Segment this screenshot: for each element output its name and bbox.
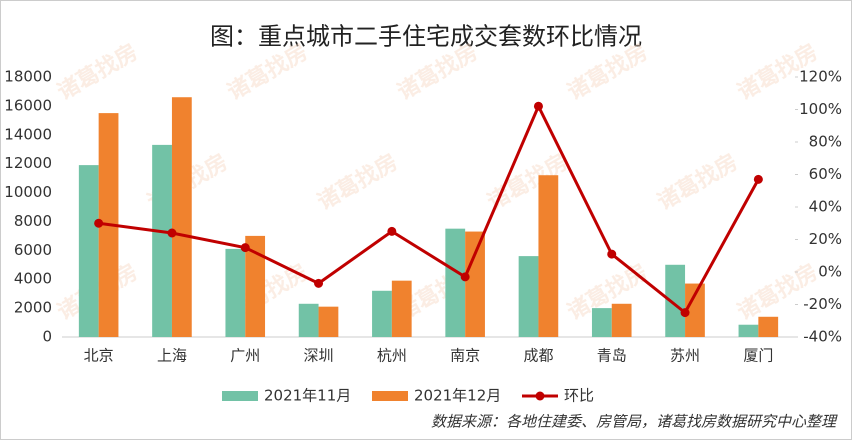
bar [685, 283, 705, 337]
legend-label: 2021年12月 [414, 387, 501, 405]
x-tick-label: 南京 [450, 347, 480, 365]
legend-swatch [372, 391, 408, 401]
y2-tick-label: 20% [809, 230, 842, 248]
y2-tick-label: -40% [803, 328, 842, 346]
y-tick-label: 6000 [14, 241, 52, 259]
x-tick-label: 广州 [230, 347, 260, 365]
x-tick-label: 深圳 [304, 347, 334, 365]
x-tick-label: 北京 [84, 347, 114, 365]
y2-tick-label: 40% [809, 198, 842, 216]
y2-tick-label: 100% [799, 100, 842, 118]
y2-tick-label: 0% [818, 263, 842, 281]
x-tick-label: 上海 [157, 347, 187, 365]
y2-tick-label: 60% [809, 165, 842, 183]
line-point [533, 101, 543, 111]
bar [738, 324, 759, 337]
bar [445, 228, 466, 337]
line-point [680, 308, 690, 318]
bar [758, 316, 779, 337]
bar [391, 280, 412, 337]
y2-tick-label: 80% [809, 133, 842, 151]
line-point [753, 174, 763, 184]
x-tick-label: 成都 [523, 347, 553, 365]
chart-title: 图：重点城市二手住宅成交套数环比情况 [210, 23, 642, 51]
bar [465, 231, 485, 337]
y-tick-label: 10000 [4, 183, 52, 201]
x-tick-label: 厦门 [743, 347, 773, 365]
bar [171, 97, 192, 337]
y2-tick-label: -20% [803, 295, 842, 313]
line-series [98, 102, 760, 315]
bar [152, 144, 172, 337]
legend-swatch [222, 391, 258, 401]
bar [298, 303, 319, 337]
y-tick-label: 12000 [4, 154, 52, 172]
bar [591, 308, 612, 337]
bar [518, 256, 539, 337]
y-tick-label: 0 [42, 328, 52, 346]
legend-label: 2021年11月 [264, 387, 351, 405]
bar [372, 290, 392, 337]
line-point [607, 249, 617, 259]
line-point [387, 226, 397, 236]
source-note: 数据来源：各地住建委、房管局，诸葛找房数据研究中心整理 [431, 413, 838, 431]
y-tick-label: 16000 [4, 96, 52, 114]
legend-label: 环比 [564, 387, 594, 405]
line-point [314, 278, 324, 288]
line-point [167, 228, 177, 238]
bar [245, 235, 266, 337]
bar [665, 264, 686, 337]
bar [225, 248, 246, 337]
x-tick-label: 杭州 [377, 347, 407, 365]
legend-marker [535, 391, 545, 401]
line-point [94, 218, 104, 228]
bar [611, 303, 632, 337]
line-point [460, 272, 470, 282]
bar [78, 165, 99, 337]
x-tick-label: 苏州 [670, 347, 700, 365]
x-tick-label: 青岛 [597, 347, 627, 365]
y-tick-label: 4000 [14, 270, 52, 288]
y-tick-label: 14000 [4, 125, 52, 143]
y-tick-label: 2000 [14, 299, 52, 317]
y-tick-label: 18000 [4, 68, 52, 86]
y-tick-label: 8000 [14, 212, 52, 230]
bar [318, 306, 339, 337]
y2-tick-label: 120% [799, 68, 842, 86]
bar [538, 175, 559, 337]
line-point [240, 243, 250, 253]
